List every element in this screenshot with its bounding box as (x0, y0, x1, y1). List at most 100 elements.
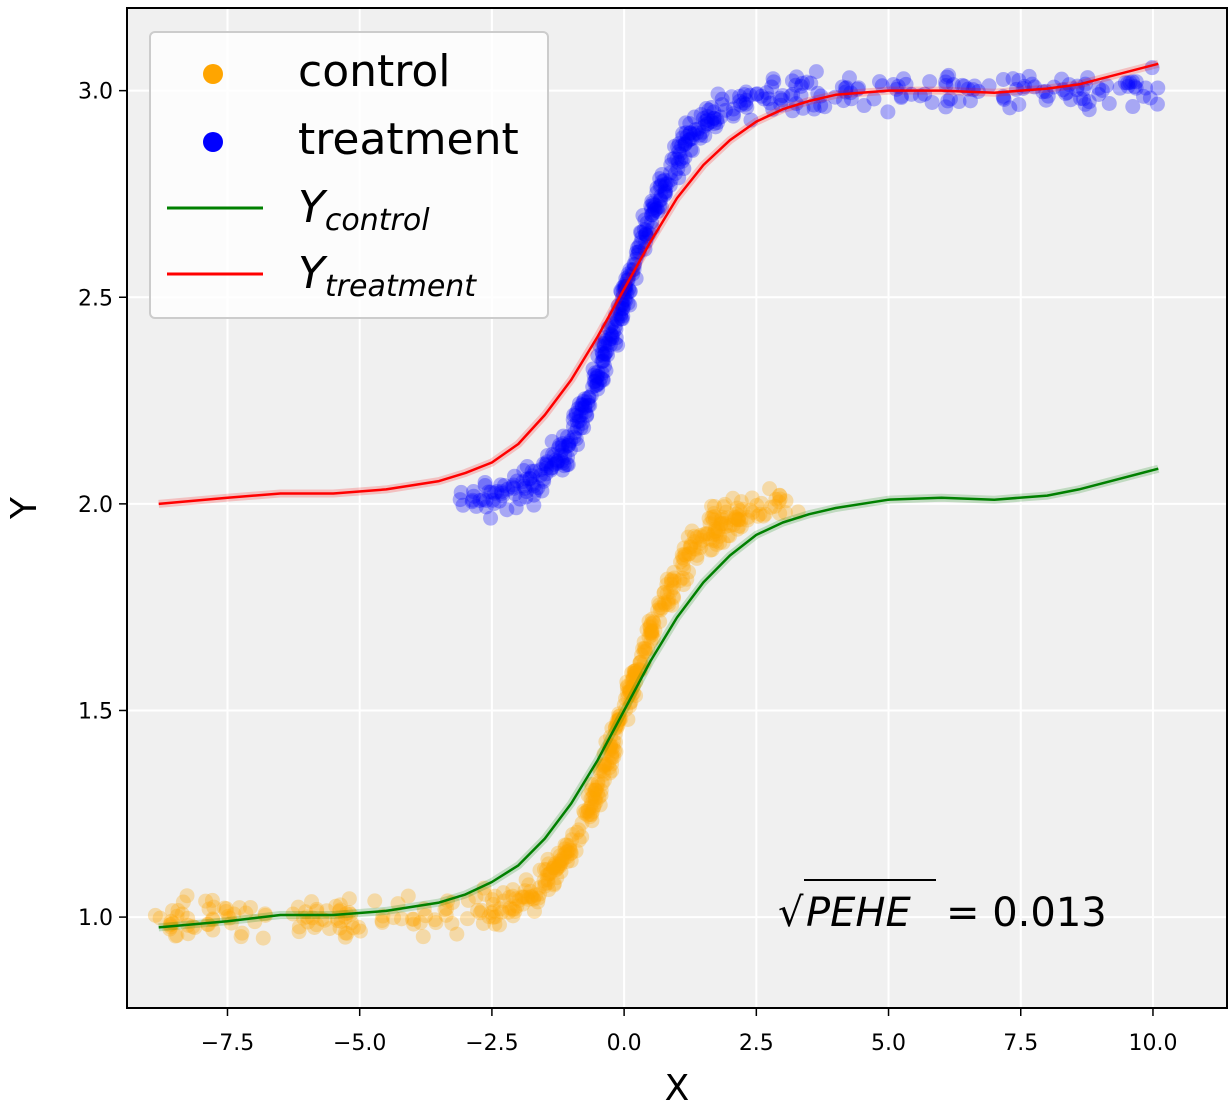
control-point (492, 901, 508, 917)
control-point (587, 782, 603, 798)
treatment-point (817, 99, 833, 115)
treatment-point (742, 87, 758, 103)
treatment-point (996, 91, 1012, 107)
control-point (675, 570, 691, 586)
treatment-point (793, 78, 809, 94)
treatment-point (733, 97, 749, 113)
treatment-point (784, 73, 800, 89)
control-point (563, 853, 579, 869)
control-point (626, 671, 642, 687)
treatment-point (945, 77, 961, 93)
control-point (628, 674, 644, 690)
control-point (540, 851, 556, 867)
control-point (627, 663, 643, 679)
treatment-point (732, 88, 748, 104)
control-point (532, 880, 548, 896)
treatment-point (516, 463, 532, 479)
treatment-point (561, 437, 577, 453)
legend-box (149, 31, 549, 319)
control-point (330, 913, 346, 929)
treatment-point (652, 171, 668, 187)
control-point (716, 499, 732, 515)
treatment-point (672, 146, 688, 162)
treatment-point (874, 78, 890, 94)
control-point (291, 919, 307, 935)
control-point (309, 917, 325, 933)
control-point (750, 508, 766, 524)
treatment-point (555, 436, 571, 452)
treatment-point (673, 151, 689, 167)
treatment-point (670, 161, 686, 177)
control-point (757, 506, 773, 522)
control-point (530, 890, 546, 906)
control-point (147, 907, 163, 923)
control-point (400, 888, 416, 904)
control-point (686, 541, 702, 557)
control-point (559, 849, 575, 865)
treatment-point (638, 226, 654, 242)
control-point (644, 611, 660, 627)
control-point (485, 896, 501, 912)
treatment-point (615, 308, 631, 324)
control-point (174, 906, 190, 922)
control-point (661, 597, 677, 613)
treatment-point (687, 122, 703, 138)
treatment-point (552, 437, 568, 453)
control-point (386, 910, 402, 926)
control-point (577, 805, 593, 821)
treatment-point (679, 128, 695, 144)
treatment-point (686, 126, 702, 142)
control-point (546, 876, 562, 892)
treatment-point (682, 116, 698, 132)
treatment-point (493, 477, 509, 493)
control-point (753, 495, 769, 511)
control-point (152, 910, 168, 926)
control-point (306, 919, 322, 935)
treatment-point (1077, 96, 1093, 112)
control-point (677, 546, 693, 562)
control-point (595, 758, 611, 774)
control-point (317, 912, 333, 928)
control-point (643, 633, 659, 649)
control-point (564, 832, 580, 848)
treatment-point (657, 183, 673, 199)
control-point (576, 803, 592, 819)
treatment-point (613, 306, 629, 322)
control-point (642, 619, 658, 635)
treatment-point (550, 453, 566, 469)
control-point (569, 824, 585, 840)
treatment-point (579, 407, 595, 423)
pehe-value: = 0.013 (946, 890, 1107, 936)
treatment-point (704, 113, 720, 129)
treatment-point (759, 85, 775, 101)
treatment-point (575, 397, 591, 413)
treatment-point (893, 88, 909, 104)
control-point (549, 861, 565, 877)
control-point (749, 497, 765, 513)
control-point (343, 915, 359, 931)
control-point (712, 528, 728, 544)
control-point (606, 749, 622, 765)
control-point (526, 891, 542, 907)
treatment-point (649, 200, 665, 216)
control-point (179, 888, 195, 904)
control-point (518, 872, 534, 888)
control-point (708, 533, 724, 549)
control-point (560, 844, 576, 860)
treatment-point (1120, 75, 1136, 91)
control-point (636, 634, 652, 650)
control-point (574, 815, 590, 831)
control-point (705, 532, 721, 548)
control-point (520, 891, 536, 907)
control-point (486, 903, 502, 919)
control-point (545, 860, 561, 876)
treatment-point (670, 139, 686, 155)
control-point (644, 623, 660, 639)
control-point (584, 804, 600, 820)
control-point (168, 928, 184, 944)
treatment-point (674, 153, 690, 169)
control-point (374, 914, 390, 930)
control-point (300, 914, 316, 930)
control-point (710, 521, 726, 537)
control-point (394, 911, 410, 927)
